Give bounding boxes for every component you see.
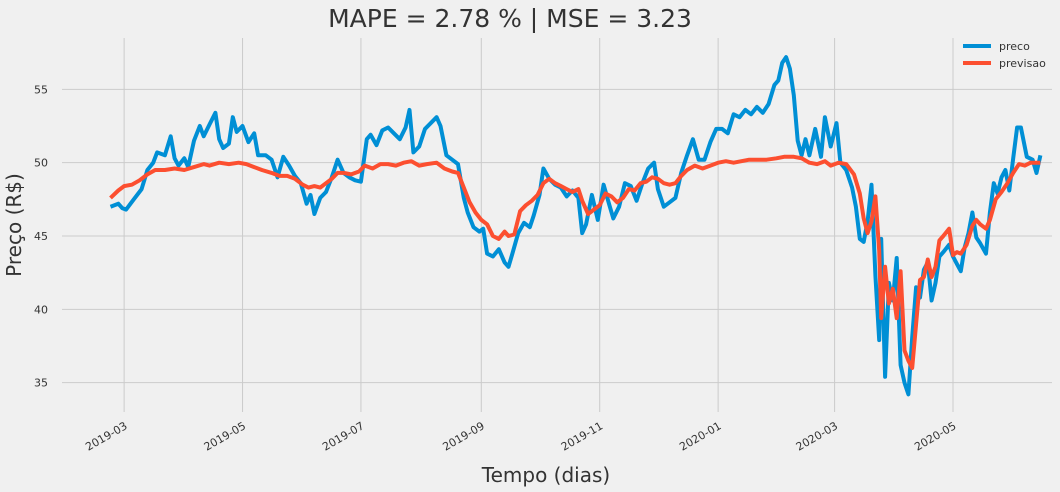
legend-label-preco: preco xyxy=(999,40,1030,53)
x-tick-label: 2020-01 xyxy=(677,419,723,453)
x-axis-label: Tempo (dias) xyxy=(481,463,610,487)
legend: preco previsao xyxy=(963,40,1046,70)
y-axis: 35 40 45 50 55 xyxy=(34,83,48,389)
x-tick-label: 2019-11 xyxy=(559,419,605,453)
legend-label-previsao: previsao xyxy=(999,57,1046,70)
series-line-previsao xyxy=(109,154,1041,370)
x-tick-label: 2019-09 xyxy=(440,419,486,453)
x-tick-label: 2019-07 xyxy=(320,419,366,453)
y-tick-label: 50 xyxy=(34,157,48,170)
y-tick-label: 40 xyxy=(34,303,48,316)
grid xyxy=(62,38,1052,412)
series-layer xyxy=(109,55,1043,397)
y-tick-label: 45 xyxy=(34,230,48,243)
y-axis-label: Preço (R$) xyxy=(2,173,26,277)
chart-title: MAPE = 2.78 % | MSE = 3.23 xyxy=(328,4,692,33)
x-tick-label: 2020-03 xyxy=(794,419,840,453)
x-tick-label: 2020-05 xyxy=(912,419,958,453)
x-tick-label: 2019-03 xyxy=(83,419,129,453)
x-axis: 2019-03 2019-05 2019-07 2019-09 2019-11 2020-… xyxy=(83,419,958,453)
y-tick-label: 35 xyxy=(34,377,48,390)
y-tick-label: 55 xyxy=(34,83,48,96)
x-tick-label: 2019-05 xyxy=(202,419,248,453)
series-line-preco xyxy=(109,55,1043,397)
